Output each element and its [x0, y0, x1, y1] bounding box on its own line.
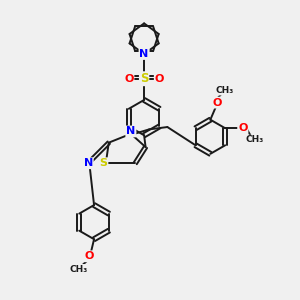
- Text: O: O: [124, 74, 134, 84]
- Text: S: S: [140, 72, 148, 85]
- Text: CH₃: CH₃: [70, 265, 88, 274]
- Text: N: N: [83, 158, 93, 168]
- Text: O: O: [212, 98, 221, 108]
- Text: S: S: [100, 158, 107, 168]
- Text: N: N: [140, 49, 149, 59]
- Text: CH₃: CH₃: [215, 86, 234, 95]
- Text: CH₃: CH₃: [245, 136, 264, 145]
- Text: O: O: [238, 123, 248, 133]
- Text: N: N: [126, 126, 136, 136]
- Text: O: O: [155, 74, 164, 84]
- Text: O: O: [84, 251, 93, 261]
